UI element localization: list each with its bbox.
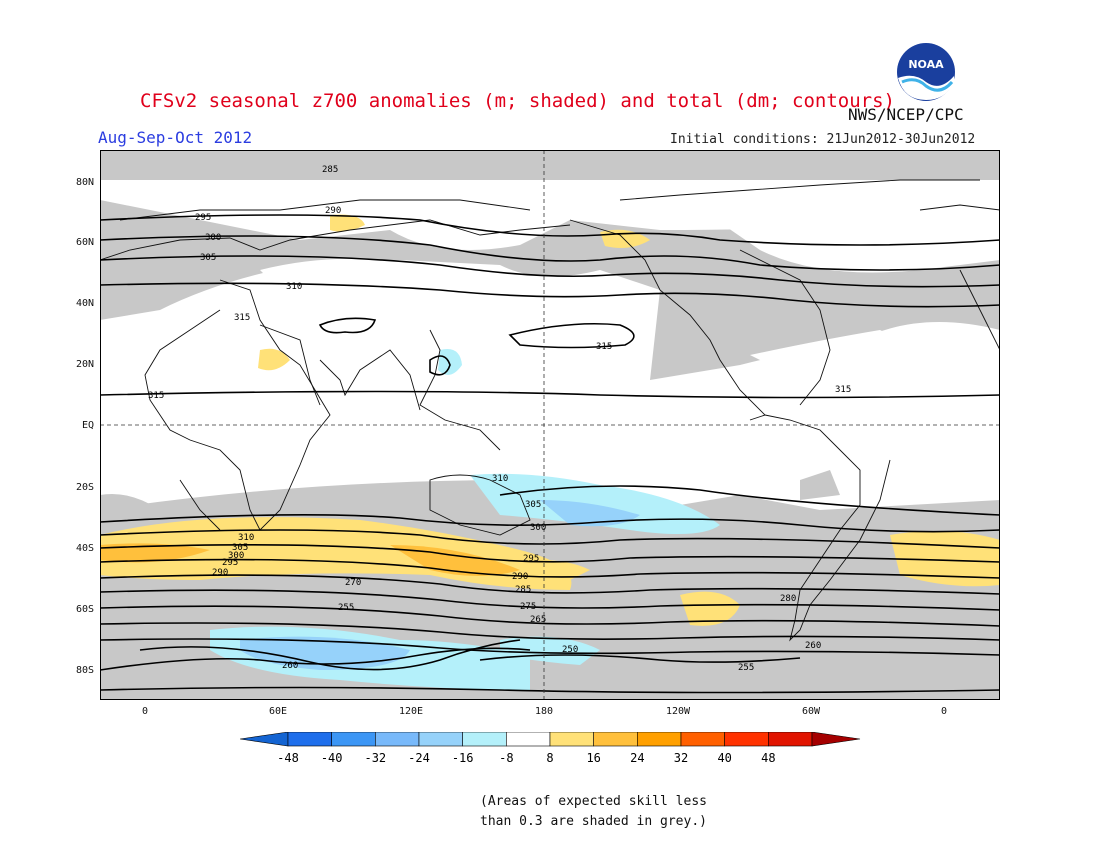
colorbar-label: 24 [630, 751, 644, 765]
contour-label: 310 [492, 474, 508, 484]
noaa-logo: NOAA [897, 43, 955, 101]
color-bar: -48 -40 -32 -24 -16 -8 8 16 24 32 40 48 [240, 732, 861, 765]
lon-label: 120W [666, 706, 691, 717]
lon-label: 60E [269, 706, 287, 717]
colorbar-arrow-low [240, 732, 289, 747]
contour-label: 255 [338, 603, 354, 613]
lat-label: 60S [76, 604, 94, 615]
lat-label: 80S [76, 665, 94, 676]
anomaly-map: 285 290 295 300 305 310 315 315 315 315 … [100, 150, 1000, 700]
lon-label: 180 [535, 706, 553, 717]
agency-label: NWS/NCEP/CPC [848, 105, 964, 124]
logo-text: NOAA [908, 58, 944, 71]
colorbar-label: 32 [674, 751, 688, 765]
contour-label: 315 [234, 313, 250, 323]
contour-label: 295 [222, 558, 238, 568]
contour-label: 290 [512, 572, 528, 582]
contour-label: 300 [228, 551, 244, 561]
colorbar-swatch [680, 732, 725, 747]
period-label: Aug-Sep-Oct 2012 [98, 128, 253, 147]
lat-label: 60N [76, 237, 94, 248]
colorbar-swatch [331, 732, 376, 747]
skill-note-line: (Areas of expected skill less [480, 794, 707, 809]
lat-label: 20N [76, 359, 94, 370]
contour-labels: 285 290 295 300 305 310 315 315 315 315 … [148, 165, 851, 673]
contour-label: 315 [148, 391, 164, 401]
contour-label: 280 [780, 594, 796, 604]
colorbar-swatch [637, 732, 682, 747]
contour-label: 310 [286, 282, 302, 292]
lon-label: 0 [142, 706, 148, 717]
contour-label: 260 [282, 661, 298, 671]
contour-label: 260 [805, 641, 821, 651]
colorbar-swatch [375, 732, 420, 747]
lat-label: 20S [76, 482, 94, 493]
lon-label: 120E [399, 706, 423, 717]
contour-label: 265 [530, 615, 546, 625]
lat-label: 40S [76, 543, 94, 554]
colorbar-label: 16 [586, 751, 600, 765]
lat-label: 80N [76, 177, 94, 188]
colorbar-label: 8 [546, 751, 553, 765]
colorbar-label: -16 [452, 751, 474, 765]
positive-anomalies [100, 214, 1000, 626]
lat-label: 40N [76, 298, 94, 309]
longitude-axis: 0 60E 120E 180 120W 60W 0 [142, 706, 947, 717]
colorbar-swatch [724, 732, 769, 747]
skill-note: (Areas of expected skill less than 0.3 a… [480, 792, 707, 832]
colorbar-swatch [549, 732, 594, 747]
latitude-axis: 80N 60N 40N 20N EQ 20S 40S 60S 80S [76, 177, 94, 676]
colorbar-arrow-high [811, 732, 861, 747]
contour-label: 305 [232, 543, 248, 553]
contour-label: 285 [322, 165, 338, 175]
contour-label: 315 [835, 385, 851, 395]
contour-label: 250 [562, 645, 578, 655]
colorbar-swatch [768, 732, 813, 747]
negative-anomalies [210, 349, 720, 690]
colorbar-swatch [462, 732, 507, 747]
contour-label: 295 [523, 554, 539, 564]
skill-note-line: than 0.3 are shaded in grey.) [480, 814, 707, 829]
contour-label: 315 [596, 342, 612, 352]
colorbar-label: -32 [364, 751, 386, 765]
colorbar-label: -8 [499, 751, 513, 765]
lon-label: 60W [802, 706, 821, 717]
contour-label: 305 [525, 500, 541, 510]
contour-label: 285 [515, 585, 531, 595]
colorbar-label: -24 [408, 751, 430, 765]
contour-label: 290 [325, 206, 341, 216]
contour-label: 305 [200, 253, 216, 263]
contour-label: 300 [205, 233, 221, 243]
contour-label: 290 [212, 568, 228, 578]
chart-title: CFSv2 seasonal z700 anomalies (m; shaded… [140, 90, 895, 112]
colorbar-label: -48 [277, 751, 299, 765]
colorbar-swatch [418, 732, 463, 747]
height-contours [100, 214, 1000, 694]
contour-label: 270 [345, 578, 361, 588]
contour-label: 295 [195, 213, 211, 223]
contour-label: 255 [738, 663, 754, 673]
colorbar-swatch [593, 732, 638, 747]
colorbar-label: 40 [717, 751, 731, 765]
contour-label: 275 [520, 602, 536, 612]
colorbar-label: 48 [761, 751, 775, 765]
contour-label: 300 [530, 523, 546, 533]
lon-label: 0 [941, 706, 947, 717]
lat-label: EQ [82, 420, 94, 431]
colorbar-swatch [506, 732, 551, 747]
initial-conditions-label: Initial conditions: 21Jun2012-30Jun2012 [670, 132, 976, 147]
colorbar-swatch [287, 732, 332, 747]
contour-label: 310 [238, 533, 254, 543]
colorbar-label: -40 [321, 751, 343, 765]
